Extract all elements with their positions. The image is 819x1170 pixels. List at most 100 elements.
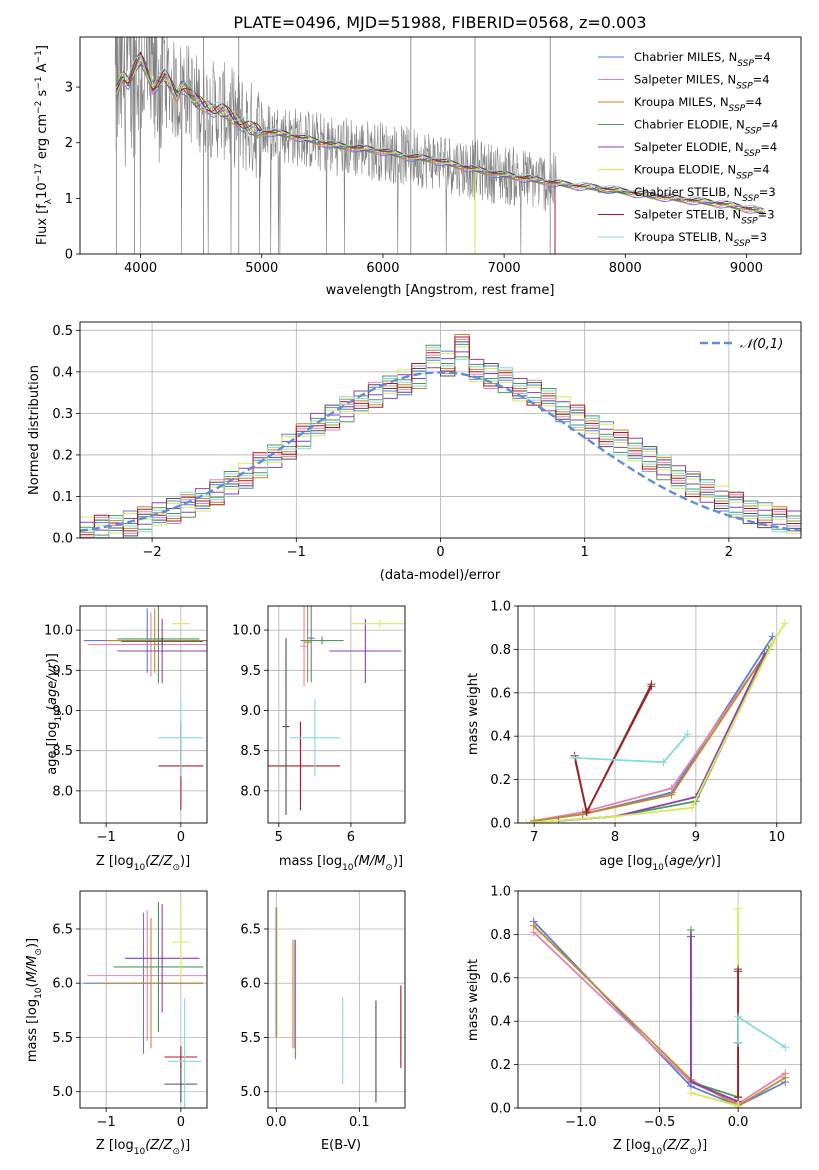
plot-area [114,37,765,254]
y-tick-label: 5.0 [240,1085,261,1100]
weight-line-kroupa_elodie [690,908,739,1107]
plot-area [83,901,207,1108]
weight-marker-kroupa_elodie [611,812,620,821]
weight-marker-kroupa_miles [529,921,538,930]
weight-line-salpeter_elodie [690,936,739,1108]
spectrum-title: PLATE=0496, MJD=51988, FIBERID=0568, z=0… [233,13,646,32]
y-tick-label: 9.0 [52,704,73,719]
y-tick-label: 6.5 [52,922,73,937]
plot-area [275,907,402,1103]
y-tick-label: 9.5 [240,664,261,679]
weight-marker-kroupa_elodie [522,819,531,823]
weight-marker-kroupa_elodie [734,1101,743,1108]
y-tick-label: 9.5 [52,664,73,679]
weight-marker-kroupa_stelib [659,758,668,767]
weight-marker-kroupa_stelib [734,1038,743,1047]
weight-marker-kroupa_stelib [683,730,692,739]
legend-label: Chabrier ELODIE, NSSP=4 [634,118,778,137]
weight-vs-age-panel-ylabel: mass weight [466,673,481,755]
y-tick-label: 8.5 [52,744,73,759]
weight-marker-kroupa_elodie [780,619,789,628]
y-tick-label: 1.0 [490,885,511,900]
legend-label: Chabrier STELIB, NSSP=3 [634,185,776,204]
y-tick-label: 0 [65,248,73,263]
axes-frame [517,605,802,824]
weight-vs-age-panel-xlabel: age [log10(age/yr)] [599,854,721,873]
plot-area [529,904,790,1108]
x-tick-label: 7000 [488,261,521,276]
spectrum-xlabel: wavelength [Angstrom, rest frame] [326,283,555,298]
weight-marker-kroupa_miles [530,816,539,823]
legend-label: Salpeter STELIB, NSSP=3 [634,208,775,227]
y-tick-label: 10.0 [44,624,73,639]
weight-vs-z-panel-xlabel: Z [log10(Z/Z⊙)] [613,1138,707,1157]
y-tick-label: 3 [65,81,73,96]
x-tick-label: 4000 [124,261,157,276]
weight-marker-salpeter_stelib [582,808,591,817]
y-tick-label: 6.0 [52,977,73,992]
y-tick-label: 6.0 [240,977,261,992]
y-tick-label: 0.0 [490,817,511,832]
y-tick-label: 1.0 [490,600,511,615]
weight-marker-salpeter_stelib [647,682,656,691]
y-tick-label: 0.8 [490,928,511,943]
axes-frame [267,890,406,1109]
y-tick-label: 8.0 [52,784,73,799]
legend-label: Chabrier MILES, NSSP=4 [634,50,771,69]
x-tick-label: 0.0 [728,1115,749,1130]
x-tick-label: 5000 [245,261,278,276]
weight-marker-kroupa_elodie [686,1088,695,1097]
weight-marker-salpeter_elodie [686,1077,695,1086]
y-tick-label: 0.2 [490,773,511,788]
y-tick-label: 0.0 [52,532,73,547]
x-tick-label: −0.5 [644,1115,676,1130]
y-tick-label: 0.0 [490,1102,511,1117]
x-tick-label: 0 [177,830,185,845]
spectrum-panel: 4000 5000 6000 7000 8000 9000 0 1 2 3 PLATE=0496, … [34,13,802,298]
age-vs-z-panel-ylabel: age [log10(age/yr)] [45,653,64,775]
y-tick-label: 5.0 [52,1085,73,1100]
x-tick-label: −2 [143,545,162,560]
y-tick-label: 10.0 [232,624,261,639]
legend-label: Salpeter ELODIE, NSSP=4 [634,140,777,159]
plot-area [80,334,801,538]
gaussian-reference [80,371,801,532]
weight-line-kroupa_miles [534,642,774,822]
weight-marker-kroupa_stelib [570,753,579,762]
axes-frame [79,36,802,255]
plot-area [268,606,405,815]
weight-marker-kroupa_elodie [687,803,696,812]
spectrum-ylabel: Flux [fλ10−17 erg cm−2 s−1 A−1] [34,45,54,245]
y-tick-label: 0.5 [52,324,73,339]
x-tick-label: 0.0 [266,1115,287,1130]
mass-vs-z-panel-ylabel: mass [log10(M/M⊙)] [25,938,44,1062]
residual-ylabel: Normed distribution [27,365,42,495]
axes-frame [517,890,802,1109]
x-tick-label: 0 [436,545,444,560]
y-tick-label: 0.4 [490,730,511,745]
x-tick-label: 0.1 [349,1115,370,1130]
weight-vs-z-panel-ylabel: mass weight [466,959,481,1041]
x-tick-label: 8000 [609,261,642,276]
x-tick-label: 9000 [730,261,763,276]
weight-marker-kroupa_stelib [781,1043,790,1052]
y-tick-label: 6.5 [240,922,261,937]
y-tick-label: 8.0 [240,784,261,799]
axes-frame [79,890,208,1109]
weight-line-kroupa_stelib [574,733,689,764]
weight-line-salpeter_miles [534,648,770,822]
weight-marker-kroupa_elodie [734,904,743,913]
y-tick-label: 5.5 [240,1031,261,1046]
x-tick-label: −1.0 [565,1115,597,1130]
mass-vs-z-panel: −1 0 5.0 5.5 6.0 6.5 Z [log10(Z/Z⊙)] mass [log1… [25,890,208,1157]
x-tick-label: 5 [275,830,283,845]
x-tick-label: −1 [97,830,116,845]
mass-vs-ebv-panel-xlabel: E(B-V) [321,1138,361,1153]
age-vs-z-panel: −1 0 8.0 8.5 9.0 9.5 10.0 Z [log10(Z/Z⊙)] age [l… [44,605,208,873]
weight-marker-salpeter_stelib [734,967,743,976]
weight-vs-z-panel: −1.0 −0.5 0.0 0.0 0.2 0.4 0.6 0.8 1.0 Z [log10(Z/… [466,885,802,1157]
mass-vs-z-panel-xlabel: Z [log10(Z/Z⊙)] [96,1138,190,1157]
legend-label: Kroupa ELODIE, NSSP=4 [634,163,770,182]
axes-frame [79,605,208,824]
